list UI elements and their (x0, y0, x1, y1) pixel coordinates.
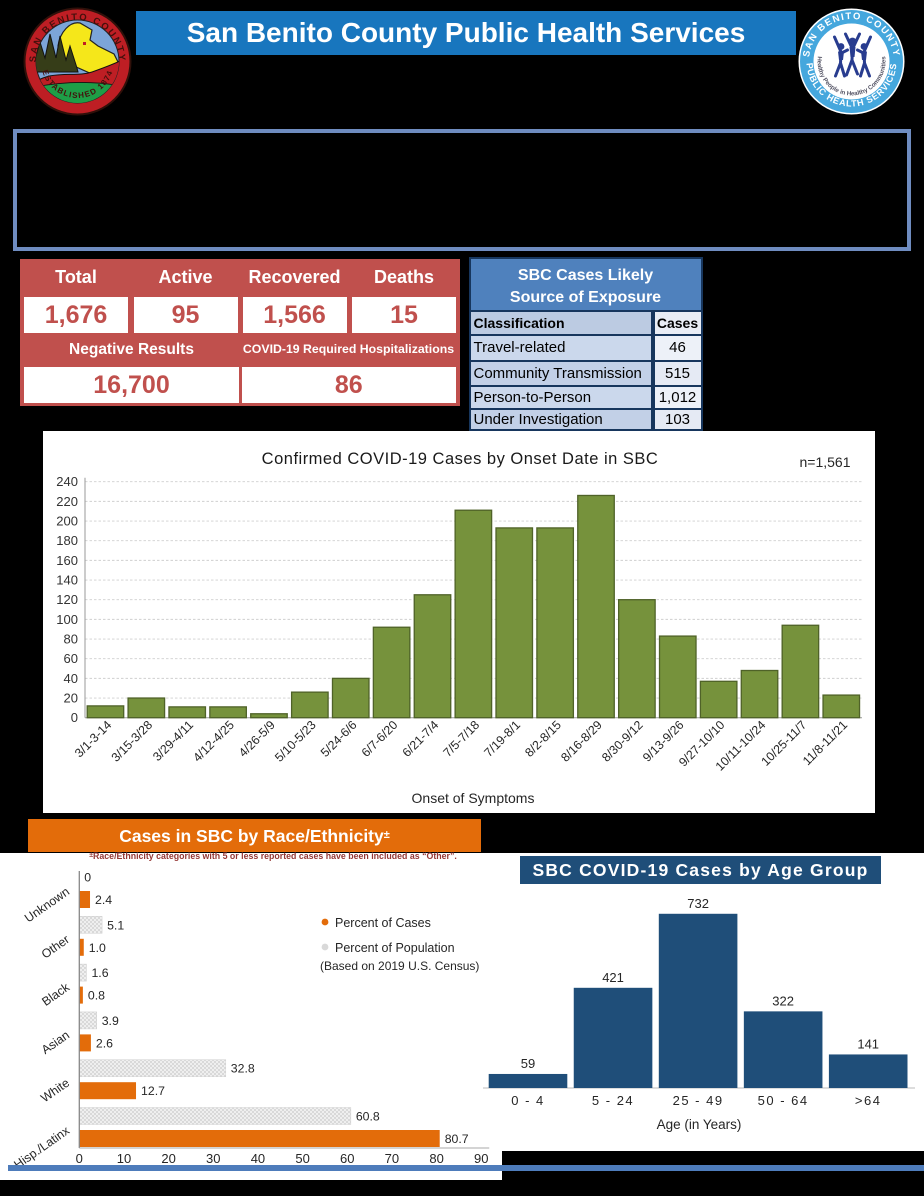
svg-text:141: 141 (857, 1036, 879, 1051)
svg-text:70: 70 (385, 1151, 399, 1166)
svg-text:Unknown: Unknown (22, 884, 72, 925)
svg-text:90: 90 (474, 1151, 488, 1166)
svg-text:4/12-4/25: 4/12-4/25 (190, 718, 237, 765)
svg-text:80: 80 (64, 632, 78, 647)
svg-text:140: 140 (56, 573, 78, 588)
svg-text:1.0: 1.0 (89, 941, 106, 955)
svg-text:Asian: Asian (39, 1028, 72, 1057)
svg-text:5 - 24: 5 - 24 (592, 1093, 634, 1108)
svg-text:2.6: 2.6 (96, 1036, 113, 1050)
svg-text:59: 59 (521, 1056, 535, 1071)
svg-text:Percent of Cases: Percent of Cases (335, 916, 431, 930)
svg-text:25 - 49: 25 - 49 (673, 1093, 724, 1108)
svg-text:732: 732 (687, 896, 709, 911)
svg-text:12.7: 12.7 (141, 1084, 165, 1098)
svg-text:Black: Black (39, 980, 72, 1009)
svg-text:180: 180 (56, 533, 78, 548)
svg-text:3/15-3/28: 3/15-3/28 (109, 718, 156, 765)
svg-text:White: White (38, 1076, 72, 1106)
svg-text:5.1: 5.1 (107, 918, 124, 932)
svg-text:32.8: 32.8 (231, 1062, 255, 1076)
svg-text:30: 30 (206, 1151, 220, 1166)
svg-text:100: 100 (56, 612, 78, 627)
svg-text:7/19-8/1: 7/19-8/1 (481, 718, 523, 760)
svg-text:4/26-5/9: 4/26-5/9 (236, 718, 278, 760)
svg-text:240: 240 (56, 474, 78, 489)
svg-text:40: 40 (64, 671, 78, 686)
svg-text:5/24-6/6: 5/24-6/6 (318, 718, 360, 760)
svg-text:8/16-8/29: 8/16-8/29 (558, 718, 605, 765)
svg-text:80: 80 (429, 1151, 443, 1166)
svg-text:200: 200 (56, 514, 78, 529)
svg-text:160: 160 (56, 553, 78, 568)
svg-text:Age (in Years): Age (in Years) (657, 1117, 742, 1132)
svg-text:80.7: 80.7 (445, 1132, 469, 1146)
svg-text:11/8-11/21: 11/8-11/21 (800, 718, 850, 768)
svg-text:>64: >64 (855, 1093, 882, 1108)
svg-text:Percent of Population: Percent of Population (335, 941, 455, 955)
svg-text:Onset of Symptoms: Onset of Symptoms (412, 790, 535, 806)
svg-text:0.8: 0.8 (88, 989, 105, 1003)
svg-text:60.8: 60.8 (356, 1110, 380, 1124)
svg-text:1.6: 1.6 (91, 966, 108, 980)
svg-text:40: 40 (251, 1151, 265, 1166)
svg-text:3.9: 3.9 (102, 1014, 119, 1028)
svg-text:50 - 64: 50 - 64 (758, 1093, 809, 1108)
svg-text:8/2-8/15: 8/2-8/15 (522, 718, 564, 760)
svg-text:60: 60 (340, 1151, 354, 1166)
svg-text:6/7-6/20: 6/7-6/20 (359, 718, 401, 760)
svg-text:Other: Other (39, 932, 72, 961)
svg-text:120: 120 (56, 592, 78, 607)
svg-text:60: 60 (64, 651, 78, 666)
svg-text:50: 50 (295, 1151, 309, 1166)
svg-text:0: 0 (71, 710, 78, 725)
svg-text:7/5-7/18: 7/5-7/18 (440, 718, 482, 760)
svg-text:20: 20 (161, 1151, 175, 1166)
svg-text:(Based on 2019 U.S. Census): (Based on 2019 U.S. Census) (320, 959, 479, 973)
svg-text:8/30-9/12: 8/30-9/12 (599, 718, 646, 765)
svg-text:0: 0 (76, 1151, 83, 1166)
svg-text:3/29-4/11: 3/29-4/11 (150, 718, 196, 764)
svg-text:n=1,561: n=1,561 (800, 454, 851, 470)
svg-text:421: 421 (602, 970, 624, 985)
svg-text:Confirmed COVID-19 Cases by On: Confirmed COVID-19 Cases by Onset Date i… (262, 450, 659, 468)
svg-text:322: 322 (772, 993, 794, 1008)
svg-text:220: 220 (56, 494, 78, 509)
svg-text:10: 10 (117, 1151, 131, 1166)
svg-text:0: 0 (84, 871, 91, 885)
svg-text:6/21-7/4: 6/21-7/4 (400, 718, 442, 760)
svg-text:0 - 4: 0 - 4 (511, 1093, 545, 1108)
svg-text:2.4: 2.4 (95, 893, 112, 907)
svg-text:20: 20 (64, 691, 78, 706)
svg-text:5/10-5/23: 5/10-5/23 (272, 718, 319, 765)
